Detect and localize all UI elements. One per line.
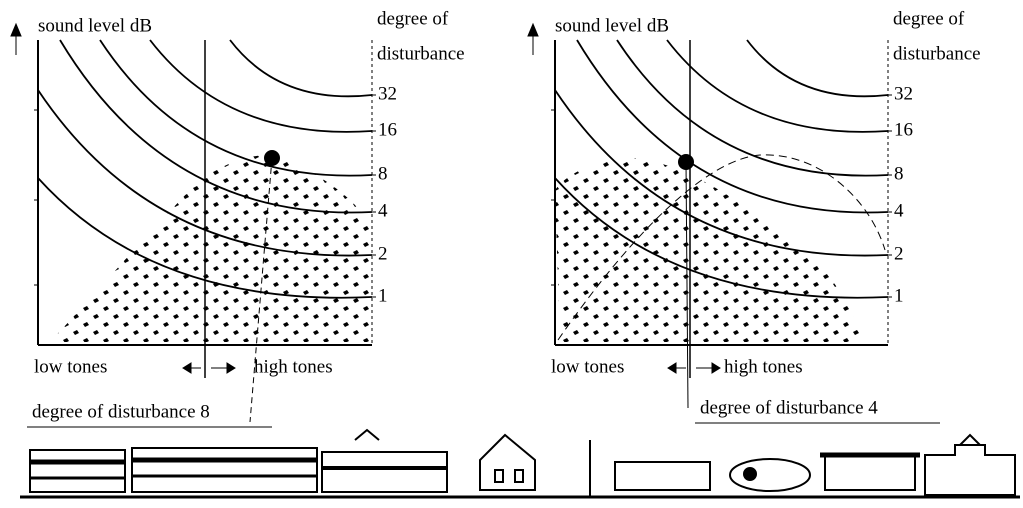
- level-label: 4: [378, 200, 388, 221]
- level-label: 1: [378, 285, 388, 306]
- disturbance-area: [555, 158, 862, 342]
- y-axis-label: sound level dB: [555, 15, 669, 36]
- panel: sound level dB degree of disturbance 32 16 8 4…: [527, 8, 981, 424]
- dashed-curve: [557, 154, 886, 341]
- disturbance-curve: [554, 89, 889, 257]
- disturbance-curve: [149, 39, 373, 133]
- disturbance-curve: [746, 39, 889, 98]
- up-arrow: [527, 22, 539, 55]
- caption: degree of disturbance 4: [700, 397, 878, 418]
- right-arrow: [211, 362, 236, 374]
- train-illustration: [20, 428, 1020, 499]
- level-label: 2: [894, 243, 904, 264]
- pointer-line: [249, 157, 273, 423]
- level-label: 8: [378, 163, 388, 184]
- panel: sound level dB degree of disturbance 32 16 8 4…: [10, 8, 465, 428]
- low-tones-label: low tones: [34, 356, 107, 377]
- y-axis-label: sound level dB: [38, 15, 152, 36]
- disturbance-curve: [229, 39, 373, 98]
- pointer-line: [685, 161, 689, 409]
- high-tones-label: high tones: [254, 356, 333, 377]
- level-label: 2: [378, 243, 388, 264]
- high-tones-label: high tones: [724, 356, 803, 377]
- level-label: 4: [894, 200, 904, 221]
- level-label: 32: [894, 83, 913, 104]
- level-label: 16: [894, 119, 913, 140]
- level-label: 1: [894, 285, 904, 306]
- disturbance-curve: [576, 39, 889, 214]
- level-label: 32: [378, 83, 397, 104]
- right-label: degree of: [893, 8, 965, 29]
- disturbance-curve: [666, 39, 889, 133]
- disturbance-curve: [37, 89, 373, 257]
- disturbance-curve: [37, 177, 373, 299]
- disturbance-curve: [59, 39, 373, 214]
- left-arrow: [667, 362, 686, 374]
- right-label: disturbance: [893, 43, 981, 64]
- level-label: 16: [378, 119, 397, 140]
- right-label: disturbance: [377, 43, 465, 64]
- disturbance-curve: [99, 39, 373, 177]
- caption: degree of disturbance 8: [32, 401, 210, 422]
- low-tones-label: low tones: [551, 356, 624, 377]
- right-label: degree of: [377, 8, 449, 29]
- disturbance-curve: [616, 39, 889, 177]
- level-label: 8: [894, 163, 904, 184]
- right-arrow: [696, 362, 721, 374]
- up-arrow: [10, 22, 22, 55]
- left-arrow: [182, 362, 201, 374]
- disturbance-curve: [554, 177, 889, 299]
